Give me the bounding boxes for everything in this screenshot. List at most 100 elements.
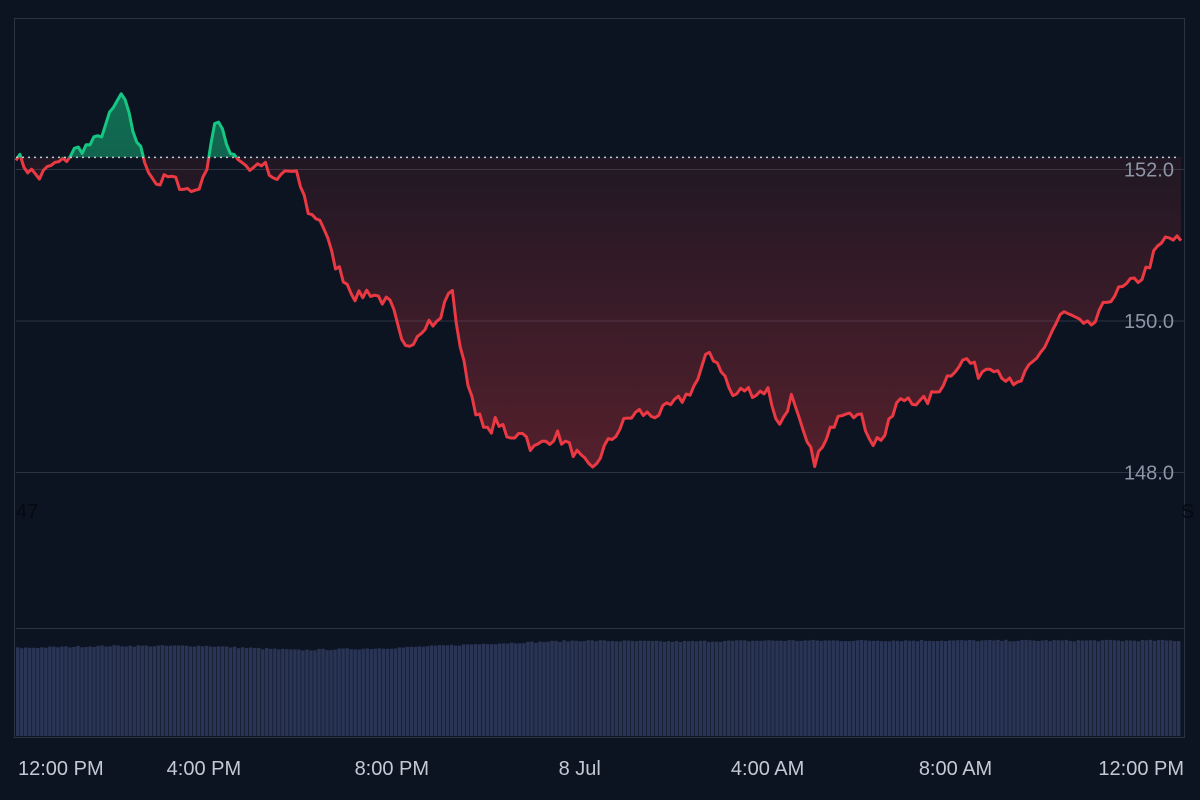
volume-bar: [220, 646, 225, 736]
x-tick-label: 12:00 PM: [18, 758, 104, 780]
volume-bar: [1104, 639, 1109, 736]
volume-bar: [646, 640, 651, 736]
volume-bar: [1176, 641, 1181, 736]
volume-bar: [92, 647, 96, 736]
volume-bar: [642, 640, 647, 736]
volume-bar: [144, 645, 148, 736]
volume-bar: [124, 646, 128, 736]
volume-bar: [132, 646, 136, 736]
volume-bar: [879, 641, 884, 736]
volume-bar: [1028, 640, 1032, 736]
price-line-above: [16, 92, 239, 158]
volume-bar: [823, 640, 827, 736]
volume-bar: [606, 641, 610, 736]
volume-bar: [228, 647, 233, 736]
volume-bar: [152, 646, 157, 736]
volume-bar: [811, 639, 815, 736]
volume-bar: [361, 648, 365, 736]
volume-bar: [622, 640, 627, 736]
volume-bar: [224, 646, 229, 736]
x-tick-label: 4:00 PM: [167, 758, 241, 780]
volume-bar: [413, 646, 418, 736]
volume-bar: [542, 642, 546, 736]
volume-bar: [1136, 641, 1141, 736]
volume-bar: [759, 640, 763, 736]
volume-bar: [1056, 640, 1060, 736]
volume-bar: [176, 645, 181, 736]
volume-bar: [1080, 640, 1084, 736]
volume-bar: [871, 640, 876, 736]
volume-bar: [345, 648, 349, 736]
volume-bar: [16, 647, 20, 736]
volume-bar: [1112, 640, 1117, 736]
volume-bar: [506, 643, 510, 736]
volume-bar: [558, 642, 562, 736]
volume-bar: [273, 648, 277, 736]
volume-bar: [128, 645, 132, 736]
volume-bar: [968, 640, 972, 736]
volume-bar: [598, 640, 602, 736]
volume-bar: [265, 648, 269, 736]
volume-bar: [208, 646, 213, 736]
volume-bar: [895, 640, 900, 736]
volume-bar: [859, 640, 864, 736]
volume-bar: [927, 640, 932, 736]
volume-bar: [429, 645, 434, 736]
volume-bar: [843, 641, 847, 736]
volume-bar: [574, 640, 578, 736]
volume-bar: [706, 641, 711, 736]
volume-bar: [1160, 639, 1165, 736]
volume-bar: [984, 640, 988, 736]
volume-bar: [168, 645, 173, 736]
volume-bar: [803, 640, 807, 736]
volume-bar: [160, 645, 165, 736]
volume-bar: [530, 641, 534, 736]
volume-bar: [486, 644, 490, 736]
volume-bar: [1000, 640, 1004, 736]
volume-bar: [960, 640, 964, 736]
volume-bar: [417, 646, 422, 736]
volume-bar: [1004, 639, 1008, 736]
volume-bar: [686, 641, 691, 736]
volume-bar: [353, 649, 357, 736]
volume-bar: [799, 640, 803, 736]
volume-bar: [373, 648, 377, 736]
above-baseline-area: [17, 93, 237, 158]
volume-bar: [389, 648, 394, 736]
volume-bar: [164, 645, 169, 736]
volume-bar: [232, 646, 237, 736]
volume-bar: [100, 645, 104, 736]
volume-bar: [562, 640, 566, 736]
volume-bar: [337, 648, 341, 736]
volume-bar: [409, 646, 414, 736]
y-axis-labels: 152.0 150.0 148.0: [1124, 160, 1174, 485]
volume-bar: [236, 648, 241, 736]
volume-bar: [1024, 639, 1028, 736]
volume-bar: [634, 641, 639, 736]
volume-bar: [847, 641, 851, 736]
volume-bar: [216, 646, 221, 736]
volume-bar: [289, 649, 293, 736]
volume-bar: [546, 641, 550, 736]
volume-bar: [1172, 641, 1177, 736]
volume-bar: [244, 647, 249, 736]
volume-bar: [715, 641, 719, 736]
volume-bar: [747, 641, 751, 736]
x-axis-labels: 12:00 PM 4:00 PM 8:00 PM 8 Jul 4:00 AM 8:00 A…: [18, 758, 1184, 780]
volume-bar: [24, 647, 28, 736]
volume-bar: [40, 647, 44, 736]
volume-bar: [835, 640, 839, 736]
volume-bar: [727, 640, 731, 736]
volume-bar: [678, 642, 683, 736]
volume-bar: [120, 646, 124, 736]
volume-bar: [590, 640, 594, 736]
volume-bar: [582, 641, 586, 736]
volume-bar: [136, 645, 140, 736]
volume-bar: [550, 640, 554, 736]
volume-bars: [16, 639, 1181, 736]
volume-bar: [341, 648, 345, 736]
volume-bar: [305, 649, 309, 736]
volume-bar: [948, 640, 952, 736]
volume-bar: [1020, 640, 1024, 736]
volume-bar: [285, 649, 289, 736]
